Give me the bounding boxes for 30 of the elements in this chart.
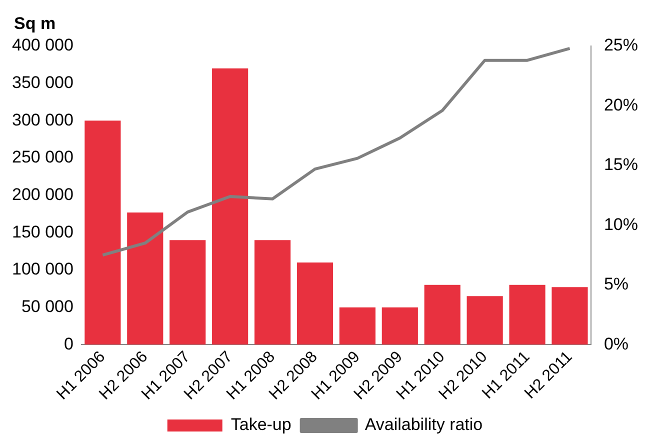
bar <box>424 284 460 345</box>
y-tick-label: 400 000 <box>12 36 74 55</box>
y-tick-label: 100 000 <box>12 260 74 279</box>
bar <box>382 307 418 345</box>
bar <box>509 284 546 345</box>
bar <box>254 240 291 345</box>
y-tick-label: 50 000 <box>21 297 74 316</box>
bar <box>170 240 206 345</box>
bar <box>212 68 248 345</box>
bar <box>127 212 164 345</box>
bar <box>552 287 588 345</box>
y2-tick-label: 10% <box>604 214 638 234</box>
y2-tick-label: 25% <box>604 36 638 55</box>
bar <box>84 120 121 345</box>
y-tick-label: 250 000 <box>12 148 74 167</box>
bar <box>466 296 503 345</box>
y2-tick-label: 5% <box>604 274 629 294</box>
legend-label: Take-up <box>230 415 292 434</box>
legend-label: Availability ratio <box>364 415 483 434</box>
y-tick-label: 150 000 <box>12 222 74 242</box>
y-axis-title: Sq m <box>14 14 56 34</box>
y-tick-label: 350 000 <box>12 73 74 92</box>
y-tick-label: 0 <box>64 334 74 354</box>
y-tick-label: 200 000 <box>12 185 74 204</box>
y-tick-label: 300 000 <box>12 110 74 130</box>
y2-tick-label: 0% <box>604 334 629 354</box>
bar <box>339 307 376 345</box>
y2-tick-label: 15% <box>604 155 638 174</box>
y2-tick-label: 20% <box>604 95 638 114</box>
bar <box>296 262 334 345</box>
